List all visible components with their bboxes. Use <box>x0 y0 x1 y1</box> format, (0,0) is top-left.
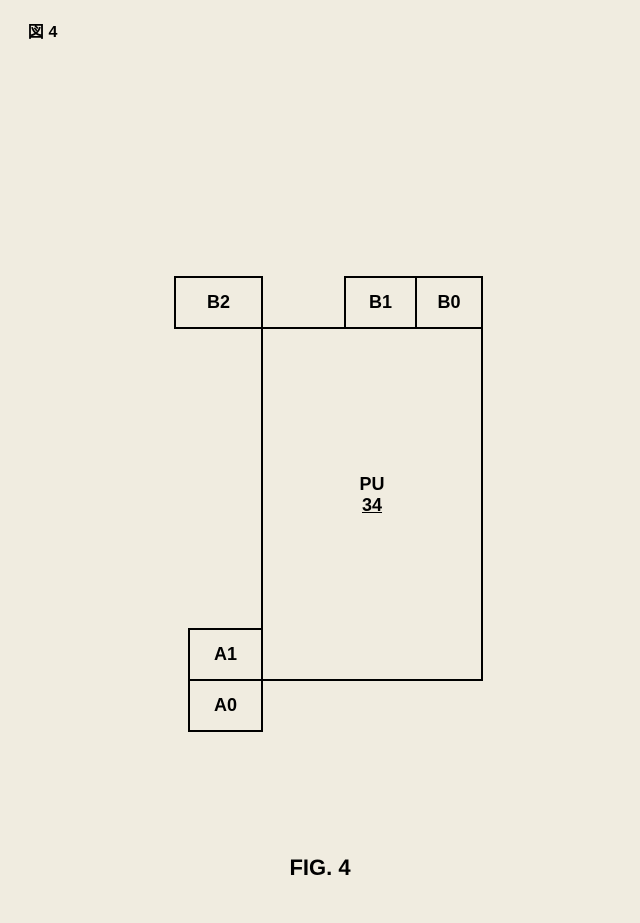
label-a1: A1 <box>214 644 237 665</box>
block-b2: B2 <box>174 276 263 329</box>
label-b1: B1 <box>369 292 392 313</box>
block-a0: A0 <box>188 679 263 732</box>
label-a0: A0 <box>214 695 237 716</box>
label-b2: B2 <box>207 292 230 313</box>
block-pu: PU 34 <box>261 327 483 681</box>
page: 図 4 PU 34 B2 B1 B0 A1 A0 FIG. 4 <box>0 0 640 923</box>
pu-number: 34 <box>362 495 382 515</box>
figure-caption: FIG. 4 <box>0 855 640 881</box>
block-a1: A1 <box>188 628 263 681</box>
label-b0: B0 <box>437 292 460 313</box>
pu-text: PU <box>359 474 384 494</box>
figure-header: 図 4 <box>28 18 57 42</box>
block-b0: B0 <box>415 276 483 329</box>
block-b1: B1 <box>344 276 417 329</box>
block-pu-label: PU 34 <box>263 474 481 516</box>
